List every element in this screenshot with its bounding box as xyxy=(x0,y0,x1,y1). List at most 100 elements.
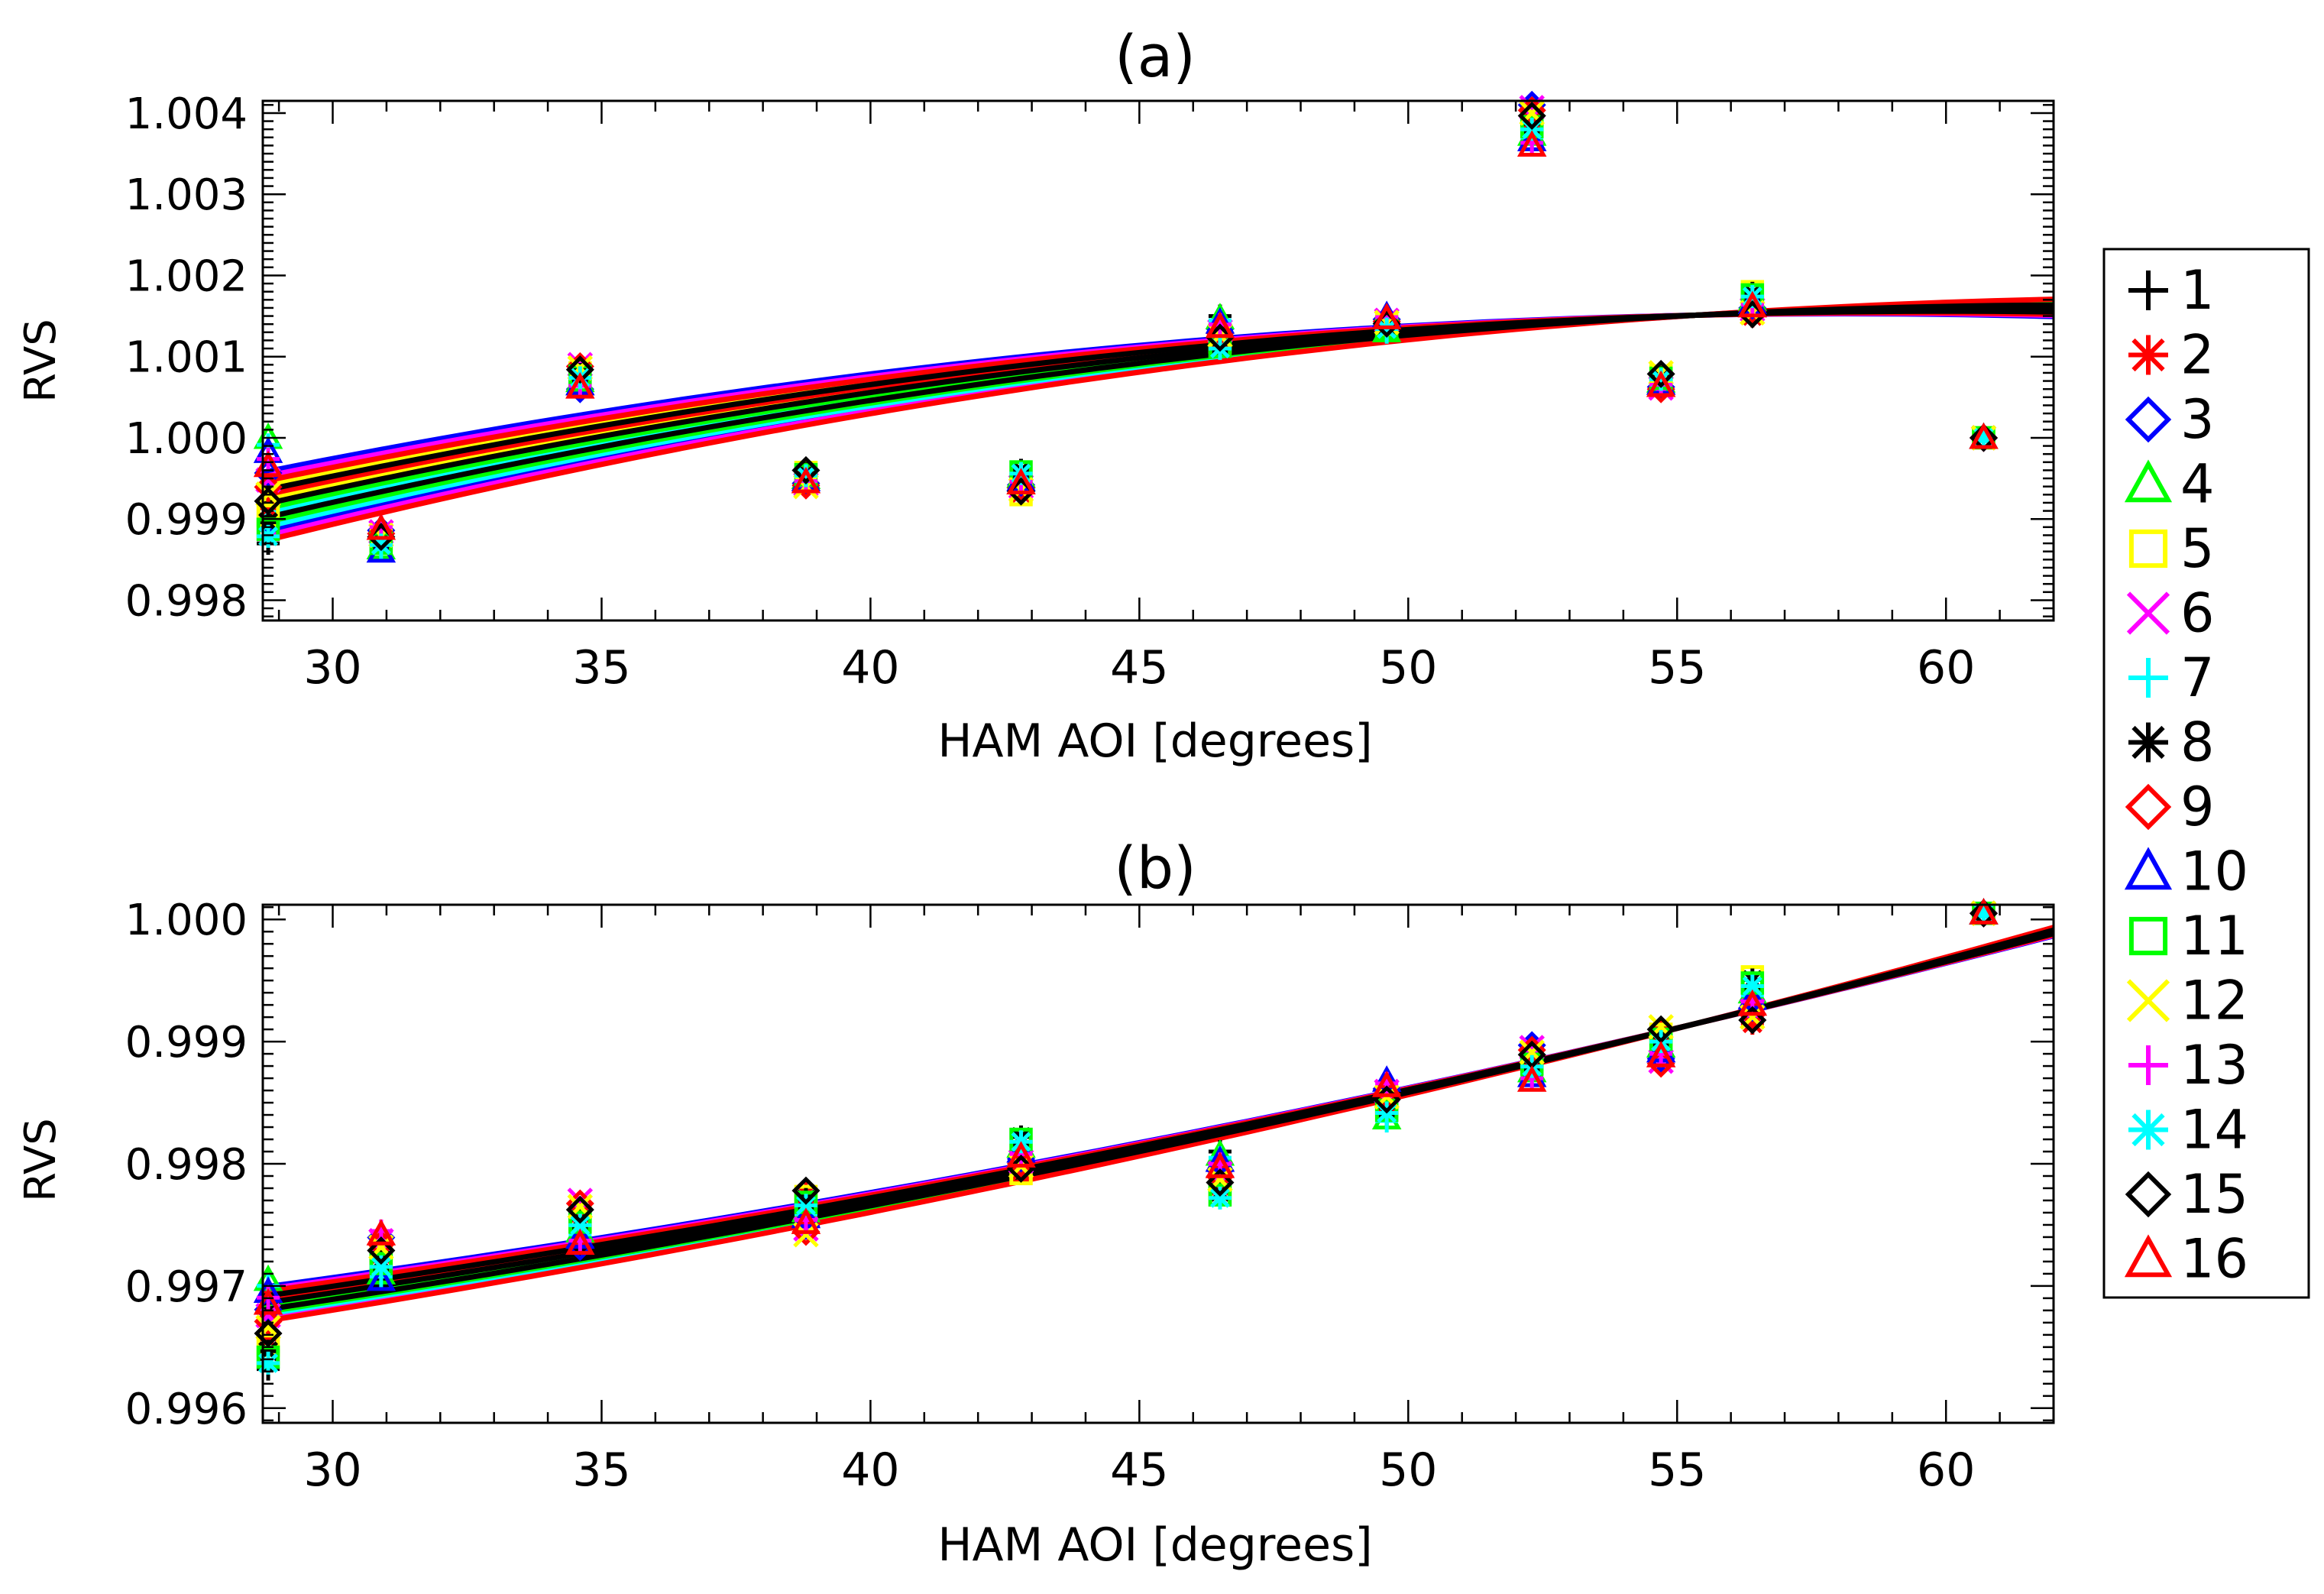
legend-label-12: 12 xyxy=(2180,970,2248,1032)
marker-a-ch16-9 xyxy=(1737,290,1768,318)
legend-marker-5 xyxy=(2128,529,2168,569)
marker-b-ch16-10 xyxy=(1969,898,1999,925)
marker-b-ch15-10 xyxy=(1969,899,1999,928)
legend-label-7: 7 xyxy=(2180,646,2215,709)
marker-b-ch16-5 xyxy=(1205,1152,1235,1178)
marker-a-ch16-1 xyxy=(366,513,397,540)
x-tick-label-b: 30 xyxy=(303,1443,361,1497)
panel-a-xlabel: HAM AOI [degrees] xyxy=(937,714,1372,768)
panel-a-ylabel: RVS xyxy=(16,319,66,403)
marker-b-ch15-5 xyxy=(1206,1168,1235,1197)
y-tick-label-a: 1.001 xyxy=(125,333,248,383)
panel-a-title: (a) xyxy=(1115,22,1196,90)
legend-label-13: 13 xyxy=(2180,1034,2248,1097)
y-tick-label-a: 1.004 xyxy=(125,89,248,139)
marker-a-ch15-8 xyxy=(1646,359,1675,388)
x-tick-label-a: 30 xyxy=(303,641,361,695)
marker-a-ch16-8 xyxy=(1646,370,1676,397)
legend-label-15: 15 xyxy=(2180,1163,2248,1226)
panel-a-markers xyxy=(253,90,1999,563)
legend-label-6: 6 xyxy=(2180,582,2215,645)
y-tick-label-a: 1.000 xyxy=(125,414,248,464)
marker-a-ch15-10 xyxy=(1969,423,1999,452)
marker-a-ch16-3 xyxy=(791,466,821,494)
panel-b: (b) 30 35 40 45 50 55 60 0.996 0.997 0.998 0.999 1.… xyxy=(16,834,2055,1572)
legend-label-14: 14 xyxy=(2180,1099,2248,1161)
x-tick-label-b: 40 xyxy=(841,1443,899,1497)
x-tick-label-b: 50 xyxy=(1379,1443,1437,1497)
x-tick-label-a: 35 xyxy=(572,641,630,695)
marker-b-ch16-1 xyxy=(366,1219,397,1246)
marker-a-ch16-6 xyxy=(1371,303,1402,329)
legend-marker-8 xyxy=(2128,722,2168,763)
legend-label-3: 3 xyxy=(2180,388,2215,451)
panel-b-xlabel: HAM AOI [degrees] xyxy=(937,1518,1372,1572)
marker-b-ch15-9 xyxy=(1738,1006,1767,1035)
legend-marker-16 xyxy=(2124,1234,2173,1278)
marker-a-ch15-7 xyxy=(1517,101,1546,131)
x-tick-label-b: 55 xyxy=(1648,1443,1706,1497)
marker-a-ch15-5 xyxy=(1206,323,1235,352)
legend-marker-12 xyxy=(2126,979,2170,1022)
x-tick-label-a: 50 xyxy=(1379,641,1437,695)
legend-marker-13 xyxy=(2128,1045,2168,1085)
marker-b-ch15-0 xyxy=(254,1319,283,1348)
y-tick-label-a: 0.999 xyxy=(125,495,248,545)
legend-label-8: 8 xyxy=(2180,711,2215,774)
marker-a-ch14-0 xyxy=(257,524,280,548)
marker-b-ch10-1 xyxy=(366,1264,397,1291)
y-tick-label-a: 0.998 xyxy=(125,576,248,626)
marker-b-ch16-7 xyxy=(1516,1065,1547,1092)
x-tick-label-a: 55 xyxy=(1648,641,1706,695)
y-tick-label-b: 0.998 xyxy=(125,1140,248,1190)
legend-label-2: 2 xyxy=(2180,324,2215,387)
legend-label-4: 4 xyxy=(2180,453,2215,516)
y-tick-label-b: 0.999 xyxy=(125,1018,248,1068)
marker-a-ch16-5 xyxy=(1205,311,1235,339)
legend-marker-11 xyxy=(2128,916,2168,956)
legend-marker-4 xyxy=(2124,459,2173,503)
marker-b-ch16-4 xyxy=(1006,1141,1036,1168)
legend-label-1: 1 xyxy=(2180,259,2215,322)
legend-marker-2 xyxy=(2128,335,2168,375)
legend-marker-15 xyxy=(2125,1171,2172,1218)
marker-b-ch16-9 xyxy=(1737,989,1768,1016)
y-tick-label-a: 1.003 xyxy=(125,170,248,220)
marker-b-ch15-2 xyxy=(565,1195,594,1224)
marker-b-ch16-6 xyxy=(1371,1071,1402,1097)
y-tick-label-b: 0.997 xyxy=(125,1262,248,1312)
legend-label-16: 16 xyxy=(2180,1228,2248,1291)
marker-b-ch16-8 xyxy=(1646,1041,1676,1068)
legend-label-11: 11 xyxy=(2180,905,2248,967)
panel-b-markers xyxy=(253,898,1999,1381)
panel-a: (a) 30 35 40 45 50 55 60 0.998 0.999 1.000 1.001 1.… xyxy=(16,22,2055,768)
y-tick-label-b: 1.000 xyxy=(125,896,248,945)
panel-a-axes: 30 35 40 45 50 55 60 0.998 0.999 1.000 1.001 1.002 1… xyxy=(125,89,2055,695)
panel-b-title: (b) xyxy=(1114,834,1196,902)
legend-marker-6 xyxy=(2126,591,2170,635)
x-tick-label-a: 40 xyxy=(841,641,899,695)
marker-a-ch16-10 xyxy=(1969,422,1999,449)
marker-a-ch16-4 xyxy=(1006,468,1036,494)
legend-marker-9 xyxy=(2125,783,2172,831)
legend-marker-1 xyxy=(2128,271,2168,310)
y-tick-label-a: 1.002 xyxy=(125,251,248,301)
legend-marker-7 xyxy=(2128,658,2168,698)
plot-frame-a xyxy=(261,99,2055,622)
marker-a-ch16-7 xyxy=(1516,130,1547,157)
marker-b-ch16-3 xyxy=(791,1207,821,1234)
panel-b-ylabel: RVS xyxy=(16,1118,66,1202)
x-tick-label-b: 60 xyxy=(1917,1443,1975,1497)
panel-b-axes: 30 35 40 45 50 55 60 0.996 0.997 0.998 0.999 1.000 xyxy=(125,896,2055,1497)
legend-marker-10 xyxy=(2124,847,2173,890)
marker-a-ch15-2 xyxy=(565,355,594,384)
marker-a-ch15-0 xyxy=(254,487,283,516)
legend-label-9: 9 xyxy=(2180,776,2215,838)
legend-label-5: 5 xyxy=(2180,517,2215,580)
x-tick-label-b: 35 xyxy=(572,1443,630,1497)
y-tick-label-b: 0.996 xyxy=(125,1385,248,1434)
marker-b-ch16-2 xyxy=(565,1228,595,1255)
x-tick-label-a: 60 xyxy=(1917,641,1975,695)
